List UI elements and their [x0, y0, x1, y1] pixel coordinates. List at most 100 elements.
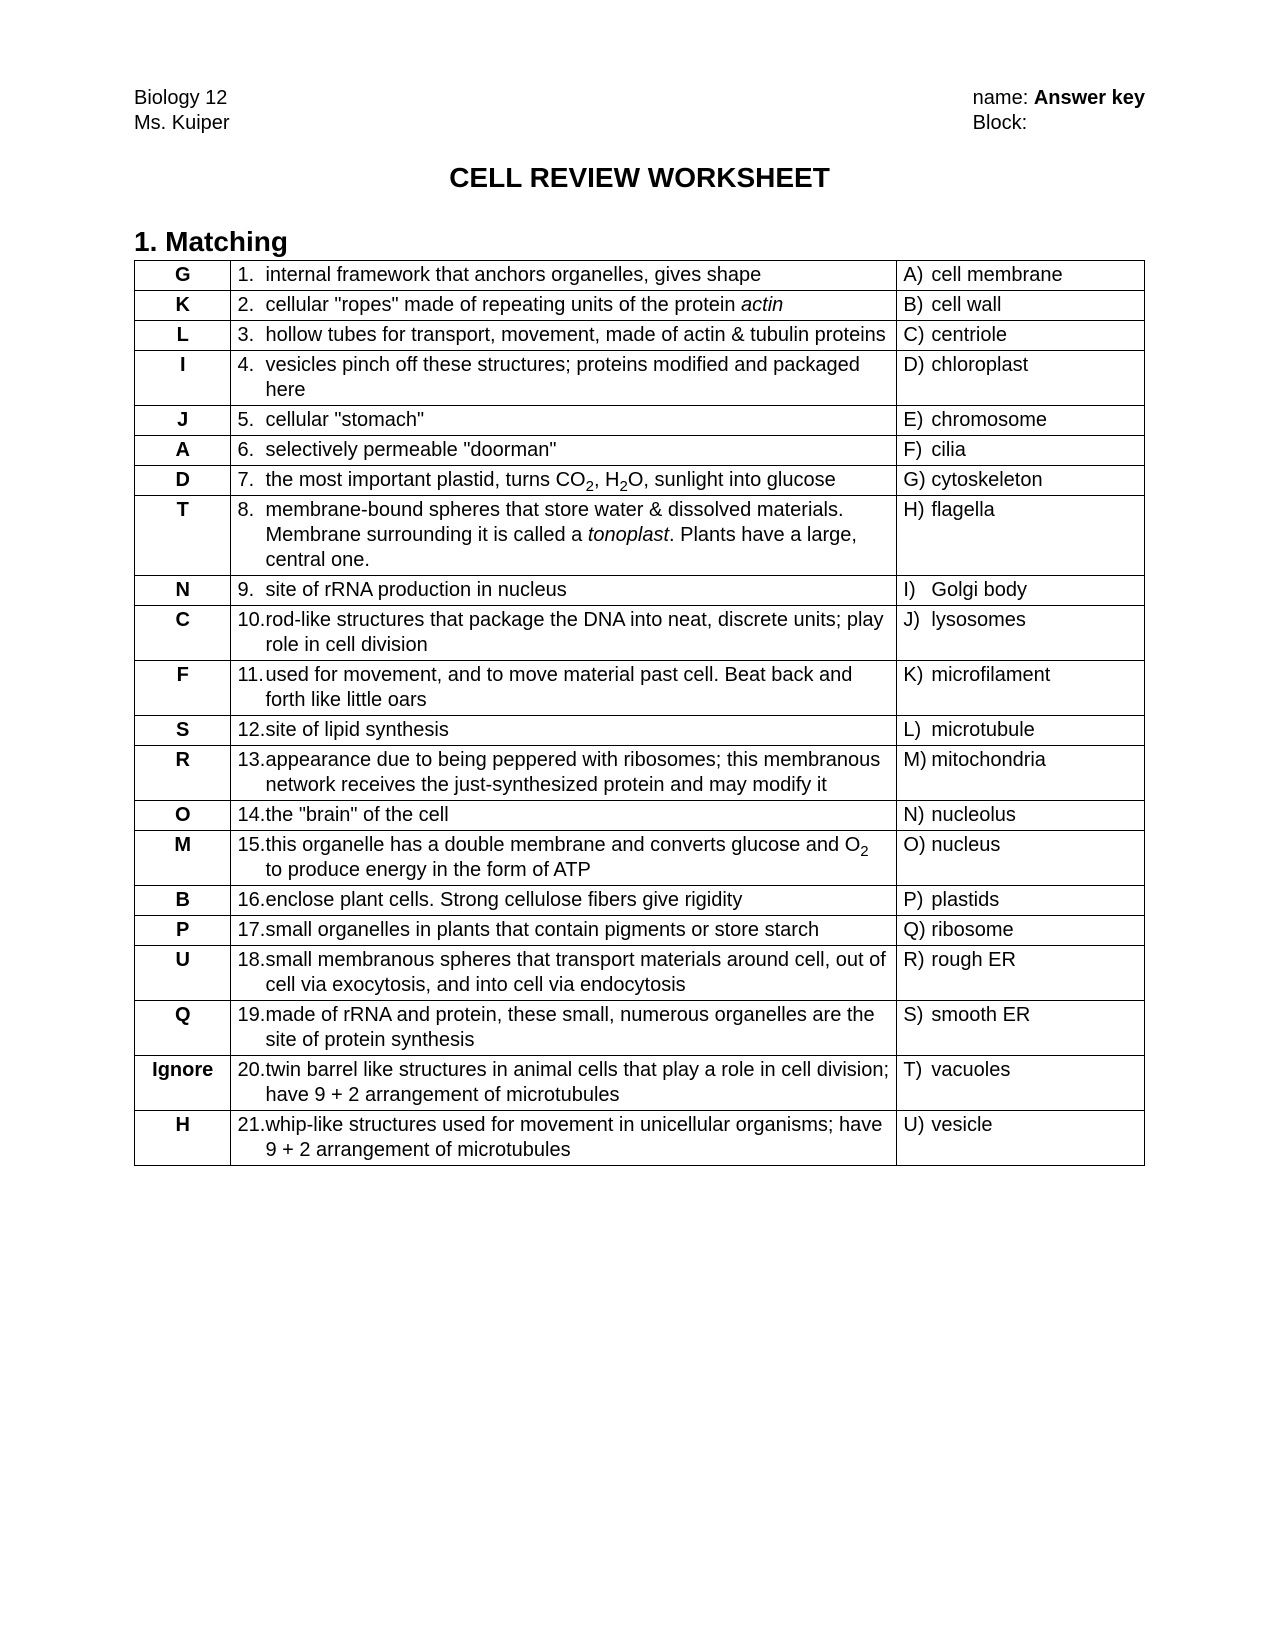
- section-heading: 1. Matching: [134, 226, 1145, 258]
- description-cell: 3.hollow tubes for transport, movement, …: [231, 321, 897, 351]
- description-cell: 17.small organelles in plants that conta…: [231, 916, 897, 946]
- description-number: 8.: [237, 498, 265, 573]
- table-row: D7.the most important plastid, turns CO2…: [135, 466, 1145, 496]
- choice-text: chloroplast: [931, 353, 1138, 378]
- description-text: rod-like structures that package the DNA…: [265, 608, 890, 658]
- table-row: R13.appearance due to being peppered wit…: [135, 746, 1145, 801]
- description-number: 9.: [237, 578, 265, 603]
- description-cell: 21.whip-like structures used for movemen…: [231, 1111, 897, 1166]
- choice-cell: T)vacuoles: [897, 1056, 1145, 1111]
- choice-text: chromosome: [931, 408, 1138, 433]
- description-number: 11.: [237, 663, 265, 713]
- header-right: name: Answer key Block:: [973, 86, 1145, 136]
- description-cell: 4.vesicles pinch off these structures; p…: [231, 351, 897, 406]
- name-label: name:: [973, 87, 1029, 109]
- choice-letter: D): [903, 353, 931, 378]
- answer-cell: T: [135, 496, 231, 576]
- table-row: B16.enclose plant cells. Strong cellulos…: [135, 886, 1145, 916]
- choice-letter: K): [903, 663, 931, 688]
- answer-cell: S: [135, 716, 231, 746]
- description-number: 19.: [237, 1003, 265, 1053]
- choice-letter: L): [903, 718, 931, 743]
- description-text: small membranous spheres that transport …: [265, 948, 890, 998]
- block-label: Block:: [973, 111, 1145, 136]
- table-row: Q19.made of rRNA and protein, these smal…: [135, 1001, 1145, 1056]
- name-value: Answer key: [1034, 87, 1145, 109]
- description-text: site of lipid synthesis: [265, 718, 890, 743]
- description-cell: 13.appearance due to being peppered with…: [231, 746, 897, 801]
- description-cell: 2.cellular "ropes" made of repeating uni…: [231, 291, 897, 321]
- choice-cell: A)cell membrane: [897, 261, 1145, 291]
- answer-cell: A: [135, 436, 231, 466]
- choice-text: cytoskeleton: [931, 468, 1138, 493]
- choice-letter: U): [903, 1113, 931, 1138]
- choice-letter: G): [903, 468, 931, 493]
- choice-letter: O): [903, 833, 931, 858]
- choice-letter: H): [903, 498, 931, 523]
- choice-cell: K)microfilament: [897, 661, 1145, 716]
- choice-text: nucleolus: [931, 803, 1138, 828]
- worksheet-page: Biology 12 Ms. Kuiper name: Answer key B…: [0, 0, 1275, 1650]
- table-row: L3.hollow tubes for transport, movement,…: [135, 321, 1145, 351]
- description-cell: 9.site of rRNA production in nucleus: [231, 576, 897, 606]
- answer-cell: I: [135, 351, 231, 406]
- choice-text: plastids: [931, 888, 1138, 913]
- course-label: Biology 12: [134, 86, 230, 111]
- answer-cell: O: [135, 801, 231, 831]
- table-row: O14.the "brain" of the cellN)nucleolus: [135, 801, 1145, 831]
- choice-cell: D)chloroplast: [897, 351, 1145, 406]
- table-row: P17.small organelles in plants that cont…: [135, 916, 1145, 946]
- choice-cell: B)cell wall: [897, 291, 1145, 321]
- description-cell: 18.small membranous spheres that transpo…: [231, 946, 897, 1001]
- description-number: 20.: [237, 1058, 265, 1108]
- table-row: H21.whip-like structures used for moveme…: [135, 1111, 1145, 1166]
- choice-cell: G)cytoskeleton: [897, 466, 1145, 496]
- choice-cell: E)chromosome: [897, 406, 1145, 436]
- choice-cell: N)nucleolus: [897, 801, 1145, 831]
- choice-text: vesicle: [931, 1113, 1138, 1138]
- description-text: the most important plastid, turns CO2, H…: [265, 468, 890, 493]
- description-number: 10.: [237, 608, 265, 658]
- table-row: U18.small membranous spheres that transp…: [135, 946, 1145, 1001]
- table-row: G1.internal framework that anchors organ…: [135, 261, 1145, 291]
- choice-letter: J): [903, 608, 931, 633]
- answer-cell: H: [135, 1111, 231, 1166]
- description-cell: 5.cellular "stomach": [231, 406, 897, 436]
- description-number: 17.: [237, 918, 265, 943]
- choice-text: cell wall: [931, 293, 1138, 318]
- description-cell: 14.the "brain" of the cell: [231, 801, 897, 831]
- choice-text: microtubule: [931, 718, 1138, 743]
- description-number: 3.: [237, 323, 265, 348]
- choice-text: cell membrane: [931, 263, 1138, 288]
- description-text: enclose plant cells. Strong cellulose fi…: [265, 888, 890, 913]
- description-cell: 15.this organelle has a double membrane …: [231, 831, 897, 886]
- answer-cell: L: [135, 321, 231, 351]
- description-number: 7.: [237, 468, 265, 493]
- choice-letter: A): [903, 263, 931, 288]
- description-text: membrane-bound spheres that store water …: [265, 498, 890, 573]
- choice-cell: L)microtubule: [897, 716, 1145, 746]
- choice-letter: Q): [903, 918, 931, 943]
- matching-table: G1.internal framework that anchors organ…: [134, 260, 1145, 1166]
- description-number: 21.: [237, 1113, 265, 1163]
- table-row: K2.cellular "ropes" made of repeating un…: [135, 291, 1145, 321]
- table-row: N9.site of rRNA production in nucleusI)G…: [135, 576, 1145, 606]
- choice-text: ribosome: [931, 918, 1138, 943]
- choice-letter: T): [903, 1058, 931, 1083]
- choice-text: smooth ER: [931, 1003, 1138, 1028]
- table-row: Ignore20.twin barrel like structures in …: [135, 1056, 1145, 1111]
- description-text: cellular "ropes" made of repeating units…: [265, 293, 890, 318]
- choice-text: rough ER: [931, 948, 1138, 973]
- description-text: the "brain" of the cell: [265, 803, 890, 828]
- choice-text: vacuoles: [931, 1058, 1138, 1083]
- description-text: hollow tubes for transport, movement, ma…: [265, 323, 890, 348]
- table-row: J5.cellular "stomach"E)chromosome: [135, 406, 1145, 436]
- teacher-label: Ms. Kuiper: [134, 111, 230, 136]
- description-number: 13.: [237, 748, 265, 798]
- answer-cell: U: [135, 946, 231, 1001]
- table-row: S12.site of lipid synthesisL)microtubule: [135, 716, 1145, 746]
- name-line: name: Answer key: [973, 86, 1145, 111]
- choice-letter: I): [903, 578, 931, 603]
- answer-cell: R: [135, 746, 231, 801]
- choice-text: lysosomes: [931, 608, 1138, 633]
